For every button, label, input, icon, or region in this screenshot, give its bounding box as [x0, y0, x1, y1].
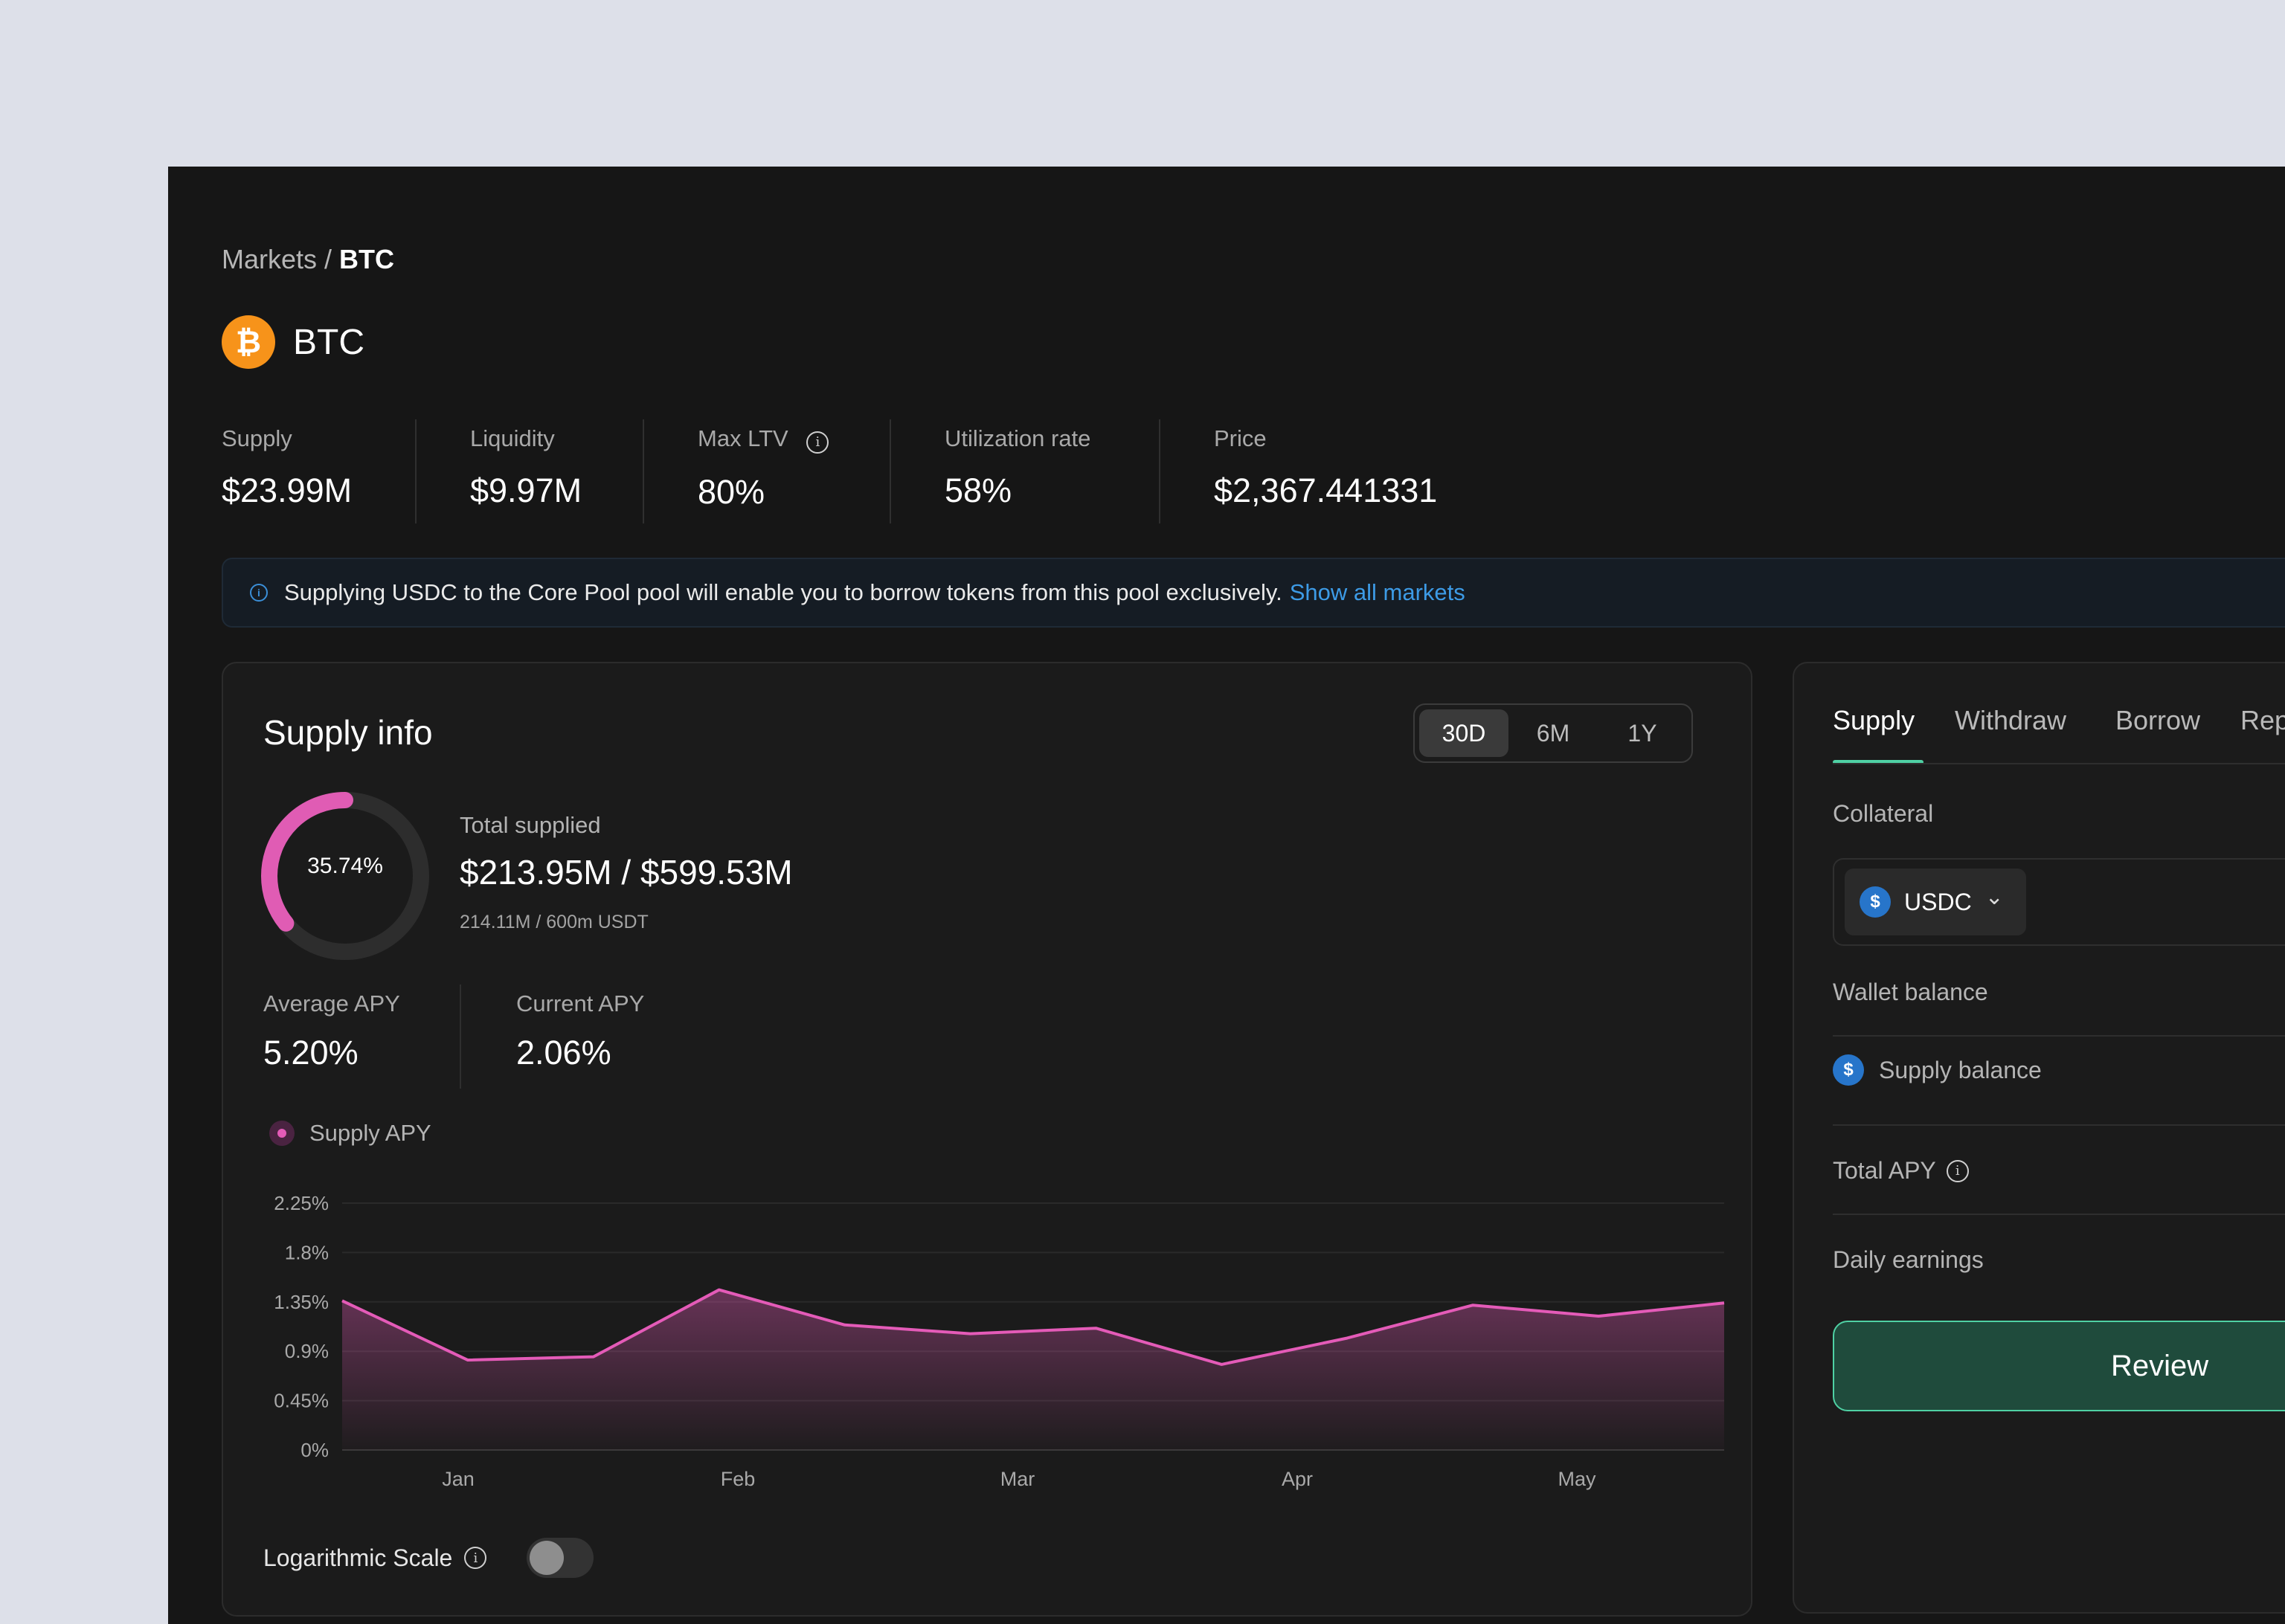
x-tick-label: Apr [1282, 1468, 1313, 1490]
total-supplied-value: $213.95M / $599.53M [460, 853, 793, 892]
app-window: Markets / BTC ₿ BTC Supply $23.99M Liqui… [168, 167, 2285, 1624]
active-tab-underline [1833, 760, 1924, 764]
y-tick-label: 0% [301, 1439, 329, 1461]
stat-label: Max LTV i [698, 425, 829, 454]
stat-label-text: Max LTV [698, 425, 788, 451]
review-button[interactable]: Review [1833, 1321, 2285, 1411]
y-tick-label: 2.25% [274, 1192, 329, 1214]
y-tick-label: 1.35% [274, 1291, 329, 1313]
usdc-icon: $ [1833, 1054, 1864, 1086]
average-apy-value: 5.20% [263, 1034, 359, 1072]
divider [890, 419, 891, 523]
tab-supply[interactable]: Supply [1833, 705, 1915, 735]
tab-withdraw[interactable]: Withdraw [1955, 705, 2067, 735]
divider [643, 419, 644, 523]
y-tick-label: 1.8% [285, 1241, 329, 1263]
total-supplied-label: Total supplied [460, 812, 601, 838]
collateral-label: Collateral [1833, 800, 1934, 827]
x-tick-label: Jan [442, 1468, 475, 1490]
stat-value: $2,367.441331 [1214, 471, 1438, 509]
show-all-markets-link[interactable]: Show all markets [1289, 579, 1465, 605]
range-30d-button[interactable]: 30D [1419, 709, 1508, 757]
x-tick-label: Mar [1000, 1468, 1035, 1490]
legend-label: Supply APY [309, 1120, 431, 1146]
stat-liquidity: Liquidity $9.97M [470, 425, 582, 510]
usdc-icon: $ [1860, 886, 1891, 918]
stat-label: Supply [222, 425, 292, 451]
donut-progress [261, 792, 429, 960]
supply-apy-chart: 2.25% 1.8% 1.35% 0.9% 0.45% 0% Jan Feb Mar Apr May [274, 1192, 1725, 1490]
info-icon[interactable]: i [806, 431, 829, 454]
token-select[interactable]: $ USDC ⌄ [1845, 869, 2026, 935]
stat-label: Utilization rate [945, 425, 1091, 451]
supply-info-card: Supply info 30D 6M 1Y 35.74% Total suppl… [222, 662, 1752, 1617]
divider [460, 985, 461, 1089]
wallet-balance-label: Wallet balance [1833, 979, 1988, 1005]
supply-donut-chart [261, 792, 429, 960]
donut-percent-label: 35.74% [307, 854, 383, 878]
stat-label: Price [1214, 425, 1267, 451]
breadcrumb-current: BTC [339, 244, 395, 274]
stat-label: Liquidity [470, 425, 555, 451]
info-icon[interactable]: i [464, 1547, 487, 1569]
total-apy-row: Total APY i [1833, 1157, 1969, 1185]
collateral-input[interactable]: $ USDC ⌄ [1833, 858, 2285, 946]
y-tick-label: 0.45% [274, 1390, 329, 1412]
divider [415, 419, 417, 523]
current-apy-value: 2.06% [516, 1034, 611, 1072]
bitcoin-icon: ₿ [222, 315, 275, 369]
divider [1159, 419, 1160, 523]
supply-balance-label: Supply balance [1879, 1056, 2042, 1083]
breadcrumb-markets-link[interactable]: Markets / [222, 244, 332, 274]
breadcrumb: Markets / BTC [222, 244, 394, 275]
total-apy-label: Total APY [1833, 1157, 1936, 1184]
series-line [341, 1288, 1725, 1366]
asset-name: BTC [293, 322, 364, 362]
info-banner: i Supplying USDC to the Core Pool pool w… [222, 558, 2285, 628]
average-apy: Average APY 5.20% [263, 990, 400, 1072]
current-apy-label: Current APY [516, 990, 645, 1016]
stat-max-ltv: Max LTV i 80% [698, 425, 829, 512]
info-icon[interactable]: i [1946, 1159, 1969, 1182]
log-scale-label: Logarithmic Scale [263, 1544, 453, 1571]
chevron-down-icon: ⌄ [1984, 884, 2004, 909]
stat-utilization: Utilization rate 58% [945, 425, 1090, 510]
card-title: Supply info [263, 713, 433, 752]
y-tick-label: 0.9% [285, 1340, 329, 1362]
range-6m-button[interactable]: 6M [1536, 719, 1570, 747]
total-supplied-sub: 214.11M / 600m USDT [460, 912, 649, 932]
stat-price: Price $2,367.441331 [1214, 425, 1437, 510]
info-icon: i [250, 584, 268, 602]
log-scale-toggle[interactable] [527, 1538, 594, 1578]
stat-value: $23.99M [222, 471, 353, 509]
daily-earnings-label: Daily earnings [1833, 1246, 1984, 1273]
log-scale-row: Logarithmic Scale i [263, 1538, 594, 1578]
divider [1833, 1035, 2285, 1037]
supply-balance-row: $ Supply balance [1833, 1054, 2042, 1086]
range-1y-button[interactable]: 1Y [1627, 719, 1657, 747]
asset-header: ₿ BTC [222, 315, 364, 369]
action-panel: Supply Withdraw Borrow Rep Collateral $ … [1793, 662, 2285, 1614]
x-tick-label: May [1558, 1468, 1596, 1490]
time-range-selector: 30D 6M 1Y [1413, 703, 1693, 763]
series-area [342, 1289, 1724, 1450]
stat-value: $9.97M [470, 471, 582, 509]
stat-value: 80% [698, 472, 765, 511]
tab-borrow[interactable]: Borrow [2115, 705, 2201, 735]
divider [1833, 1124, 2285, 1126]
current-apy: Current APY 2.06% [516, 990, 644, 1072]
stat-value: 58% [945, 471, 1012, 509]
chart-legend: Supply APY [269, 1120, 431, 1147]
tab-divider [1833, 763, 2285, 764]
banner-text: Supplying USDC to the Core Pool pool wil… [284, 579, 1282, 605]
average-apy-label: Average APY [263, 990, 400, 1016]
x-tick-label: Feb [721, 1468, 756, 1490]
tab-repay[interactable]: Rep [2240, 705, 2285, 735]
legend-dot-icon [269, 1121, 295, 1146]
stat-supply: Supply $23.99M [222, 425, 352, 510]
token-name: USDC [1904, 888, 1972, 915]
divider [1833, 1214, 2285, 1215]
toggle-knob [530, 1541, 565, 1575]
